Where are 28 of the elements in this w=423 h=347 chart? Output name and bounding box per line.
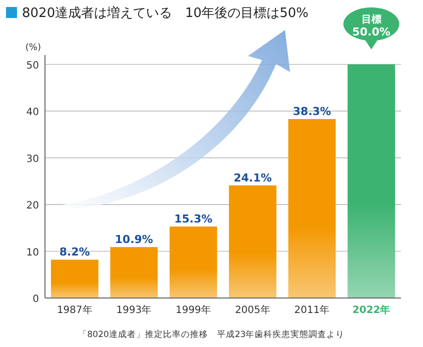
- x-tick-label: 2022年: [352, 304, 390, 316]
- data-label: 24.1%: [234, 171, 272, 184]
- bar: [170, 226, 218, 298]
- text: 目標: [361, 13, 382, 26]
- x-tick-label: 1993年: [116, 304, 152, 316]
- data-label: 38.3%: [292, 105, 332, 118]
- bar: [348, 64, 396, 298]
- bar: [288, 119, 336, 298]
- x-tick-label: 1987年: [56, 304, 92, 316]
- data-label: 15.3%: [174, 212, 212, 226]
- y-tick-label: 0: [32, 294, 39, 305]
- y-tick-label: 40: [26, 107, 39, 118]
- y-tick-label: 50: [26, 60, 39, 72]
- x-tick-label: 1999年: [176, 304, 212, 316]
- x-tick-label: 2005年: [234, 304, 270, 316]
- bar: [50, 260, 98, 298]
- bar: [110, 247, 158, 298]
- y-tick-label: 20: [26, 200, 39, 212]
- y-axis-title: (%): [25, 43, 41, 53]
- data-label: 8.2%: [59, 246, 90, 259]
- bar: [228, 185, 276, 298]
- y-tick-label: 30: [26, 154, 39, 165]
- x-tick-label: 2011年: [294, 304, 330, 316]
- data-label: 10.9%: [114, 233, 154, 246]
- y-tick-label: 10: [26, 247, 39, 258]
- data-label: 50.0%: [352, 25, 390, 38]
- text: 「8020達成者」推定比率の推移 平成23年歯科疾患実態調査より: [78, 329, 345, 340]
- chart-title: 8020達成者は増えている 10年後の目標は50%: [22, 5, 309, 21]
